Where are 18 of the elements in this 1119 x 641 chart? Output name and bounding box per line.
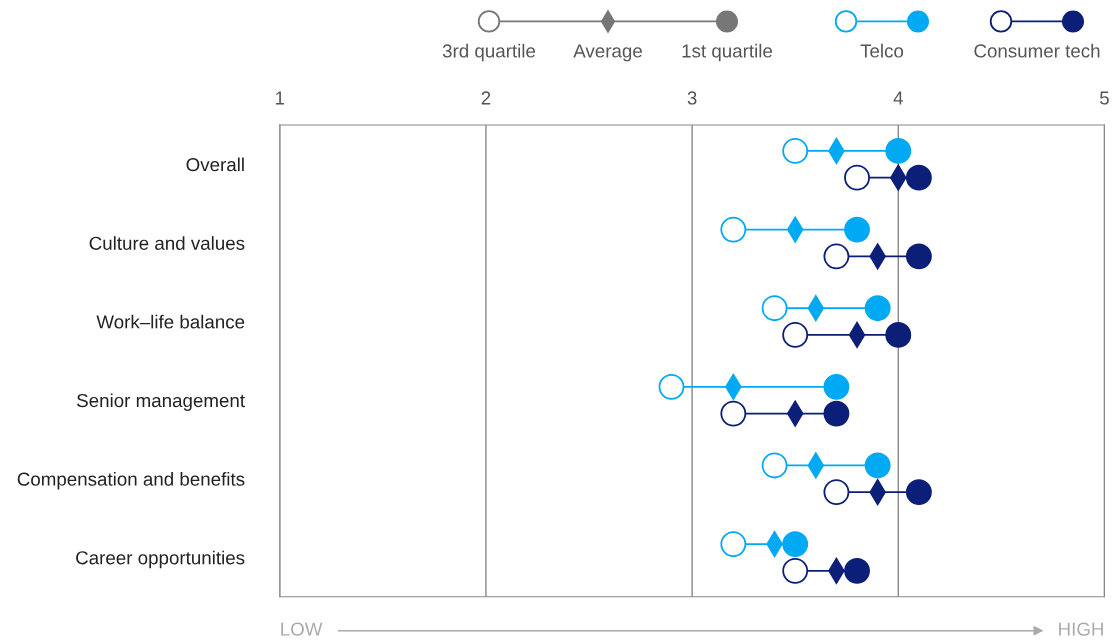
- text: Average: [573, 44, 642, 62]
- text: LOW: [281, 622, 323, 636]
- legend-label: Consumer tech: [974, 43, 1100, 58]
- y-tick-label: Career opportunities: [76, 550, 245, 569]
- text: 1st quartile: [682, 43, 773, 62]
- y-tick-label: Overall: [186, 157, 244, 172]
- text: HIGH: [1059, 622, 1103, 636]
- x-tick-label: 1: [275, 91, 285, 105]
- x-tick-label: 4: [893, 91, 903, 105]
- y-tick-label: Culture and values: [89, 236, 245, 250]
- x-tick-label: 2: [481, 91, 491, 105]
- text: 3rd quartile: [442, 43, 536, 62]
- y-tick-label: Work–life balance: [96, 314, 245, 329]
- y-tick-label: Compensation and benefits: [17, 472, 245, 490]
- x-tick-label: 3: [687, 91, 697, 105]
- legend-label: Telco: [860, 43, 904, 58]
- y-tick-label: Senior management: [77, 393, 245, 411]
- x-tick-label: 5: [1099, 91, 1109, 105]
